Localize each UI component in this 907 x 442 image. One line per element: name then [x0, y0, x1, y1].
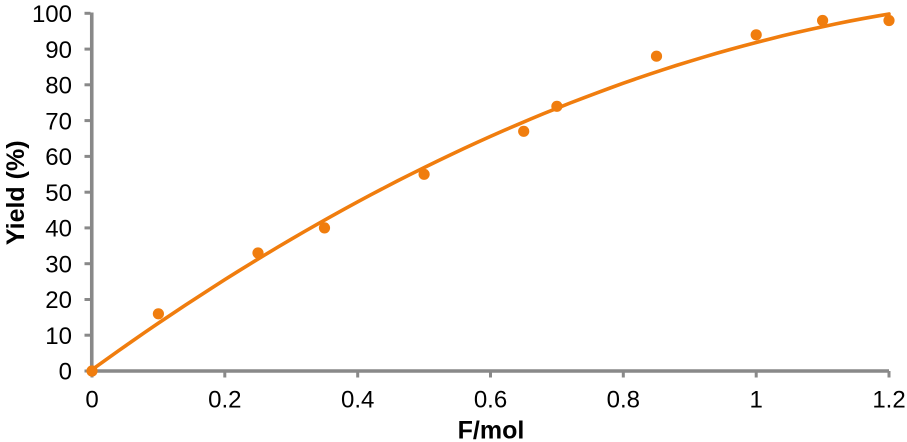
svg-text:0.6: 0.6	[474, 387, 507, 414]
svg-text:20: 20	[45, 287, 72, 314]
svg-text:0.8: 0.8	[607, 387, 640, 414]
svg-text:1: 1	[750, 387, 763, 414]
svg-text:F/mol: F/mol	[458, 417, 525, 442]
svg-text:1.2: 1.2	[872, 387, 905, 414]
svg-text:100: 100	[32, 1, 72, 28]
svg-text:40: 40	[45, 216, 72, 243]
svg-text:0: 0	[85, 387, 98, 414]
svg-text:30: 30	[45, 251, 72, 278]
svg-text:80: 80	[45, 73, 72, 100]
svg-text:60: 60	[45, 144, 72, 171]
svg-text:70: 70	[45, 108, 72, 135]
svg-text:10: 10	[45, 323, 72, 350]
svg-text:0.2: 0.2	[208, 387, 241, 414]
svg-text:0: 0	[59, 359, 72, 386]
svg-text:90: 90	[45, 37, 72, 64]
svg-text:0.4: 0.4	[341, 387, 374, 414]
svg-text:50: 50	[45, 180, 72, 207]
svg-text:Yield (%): Yield (%)	[2, 140, 30, 245]
